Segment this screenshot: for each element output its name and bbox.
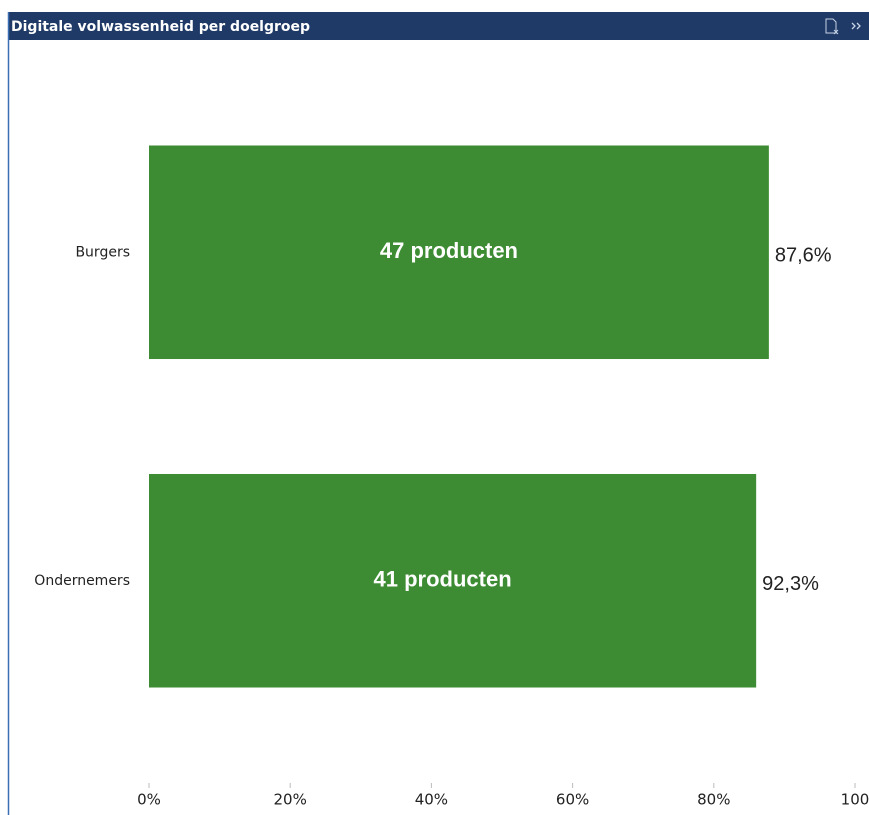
x-tick-label: 40% [415,791,448,809]
header-bar [8,12,869,40]
bar [149,473,757,688]
x-tick-label: 60% [556,791,589,809]
x-tick-label: 20% [274,791,307,809]
y-tick-label: Burgers [75,244,130,260]
export-icon[interactable] [825,18,839,35]
annotation: 87,6% [775,245,832,267]
bar-label: 47 producten [380,238,518,263]
x-tick-label: 0% [137,791,161,809]
expand-icon[interactable] [851,22,861,30]
bar [149,145,769,360]
bar-label: 41 producten [374,567,512,592]
x-tick-label: 100 [841,791,869,809]
y-tick-label: Ondernemers [34,573,130,589]
x-tick-label: 80% [697,791,730,809]
chart-title: Digitale volwassenheid per doelgroep [11,19,310,35]
annotation: 92,3% [762,573,819,595]
